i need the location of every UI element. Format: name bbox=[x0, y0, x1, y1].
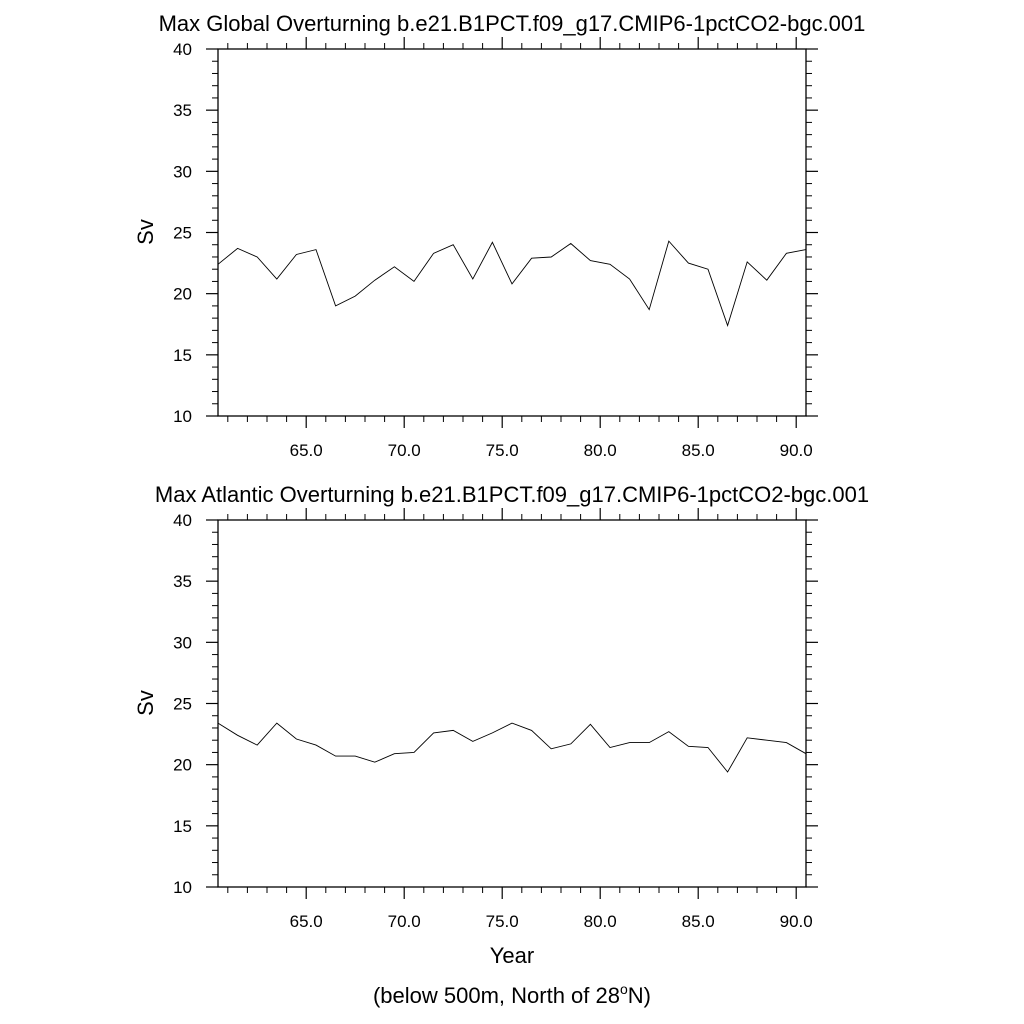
y-tick-label: 10 bbox=[173, 878, 192, 897]
y-axis-label: Sv bbox=[133, 219, 158, 245]
y-tick-label: 40 bbox=[173, 511, 192, 530]
footnote-suffix: N) bbox=[628, 983, 651, 1008]
x-tick-label: 90.0 bbox=[780, 912, 813, 931]
x-tick-label: 85.0 bbox=[682, 912, 715, 931]
x-tick-label: 65.0 bbox=[290, 441, 323, 460]
x-tick-label: 70.0 bbox=[388, 441, 421, 460]
x-tick-label: 65.0 bbox=[290, 912, 323, 931]
y-tick-label: 25 bbox=[173, 224, 192, 243]
y-tick-label: 15 bbox=[173, 817, 192, 836]
x-tick-label: 75.0 bbox=[486, 912, 519, 931]
y-tick-label: 10 bbox=[173, 407, 192, 426]
footnote: (below 500m, North of 28oN) bbox=[373, 981, 651, 1008]
x-tick-label: 80.0 bbox=[584, 912, 617, 931]
y-axis-label: Sv bbox=[133, 690, 158, 716]
x-axis-label: Year bbox=[490, 943, 534, 968]
x-tick-label: 75.0 bbox=[486, 441, 519, 460]
plot-area: 10 15 20 25 30 35 40 65.0 70.0 75.0 80.0 85.0 90.0 bbox=[173, 508, 818, 931]
y-tick-label: 35 bbox=[173, 572, 192, 591]
y-tick-label: 20 bbox=[173, 756, 192, 775]
y-tick-label: 15 bbox=[173, 346, 192, 365]
y-tick-label: 30 bbox=[173, 162, 192, 181]
x-tick-label: 90.0 bbox=[780, 441, 813, 460]
x-tick-label: 80.0 bbox=[584, 441, 617, 460]
footnote-prefix: (below 500m, North of 28 bbox=[373, 983, 620, 1008]
y-tick-label: 40 bbox=[173, 40, 192, 59]
y-tick-label: 35 bbox=[173, 101, 192, 120]
atlantic-overturning-panel: Max Atlantic Overturning b.e21.B1PCT.f09… bbox=[133, 482, 869, 968]
chart-title: Max Global Overturning b.e21.B1PCT.f09_g… bbox=[159, 11, 866, 36]
footnote-degree-superscript: o bbox=[620, 981, 628, 997]
chart-title: Max Atlantic Overturning b.e21.B1PCT.f09… bbox=[155, 482, 869, 507]
global-overturning-panel: Max Global Overturning b.e21.B1PCT.f09_g… bbox=[133, 11, 865, 460]
series-line bbox=[217, 722, 807, 773]
y-tick-label: 20 bbox=[173, 285, 192, 304]
plot-area: 10 15 20 25 30 35 40 65.0 70.0 75.0 80.0 85.0 90.0 bbox=[173, 37, 818, 460]
x-tick-label: 70.0 bbox=[388, 912, 421, 931]
y-tick-label: 30 bbox=[173, 633, 192, 652]
series-line bbox=[217, 240, 807, 327]
x-tick-label: 85.0 bbox=[682, 441, 715, 460]
y-tick-label: 25 bbox=[173, 695, 192, 714]
